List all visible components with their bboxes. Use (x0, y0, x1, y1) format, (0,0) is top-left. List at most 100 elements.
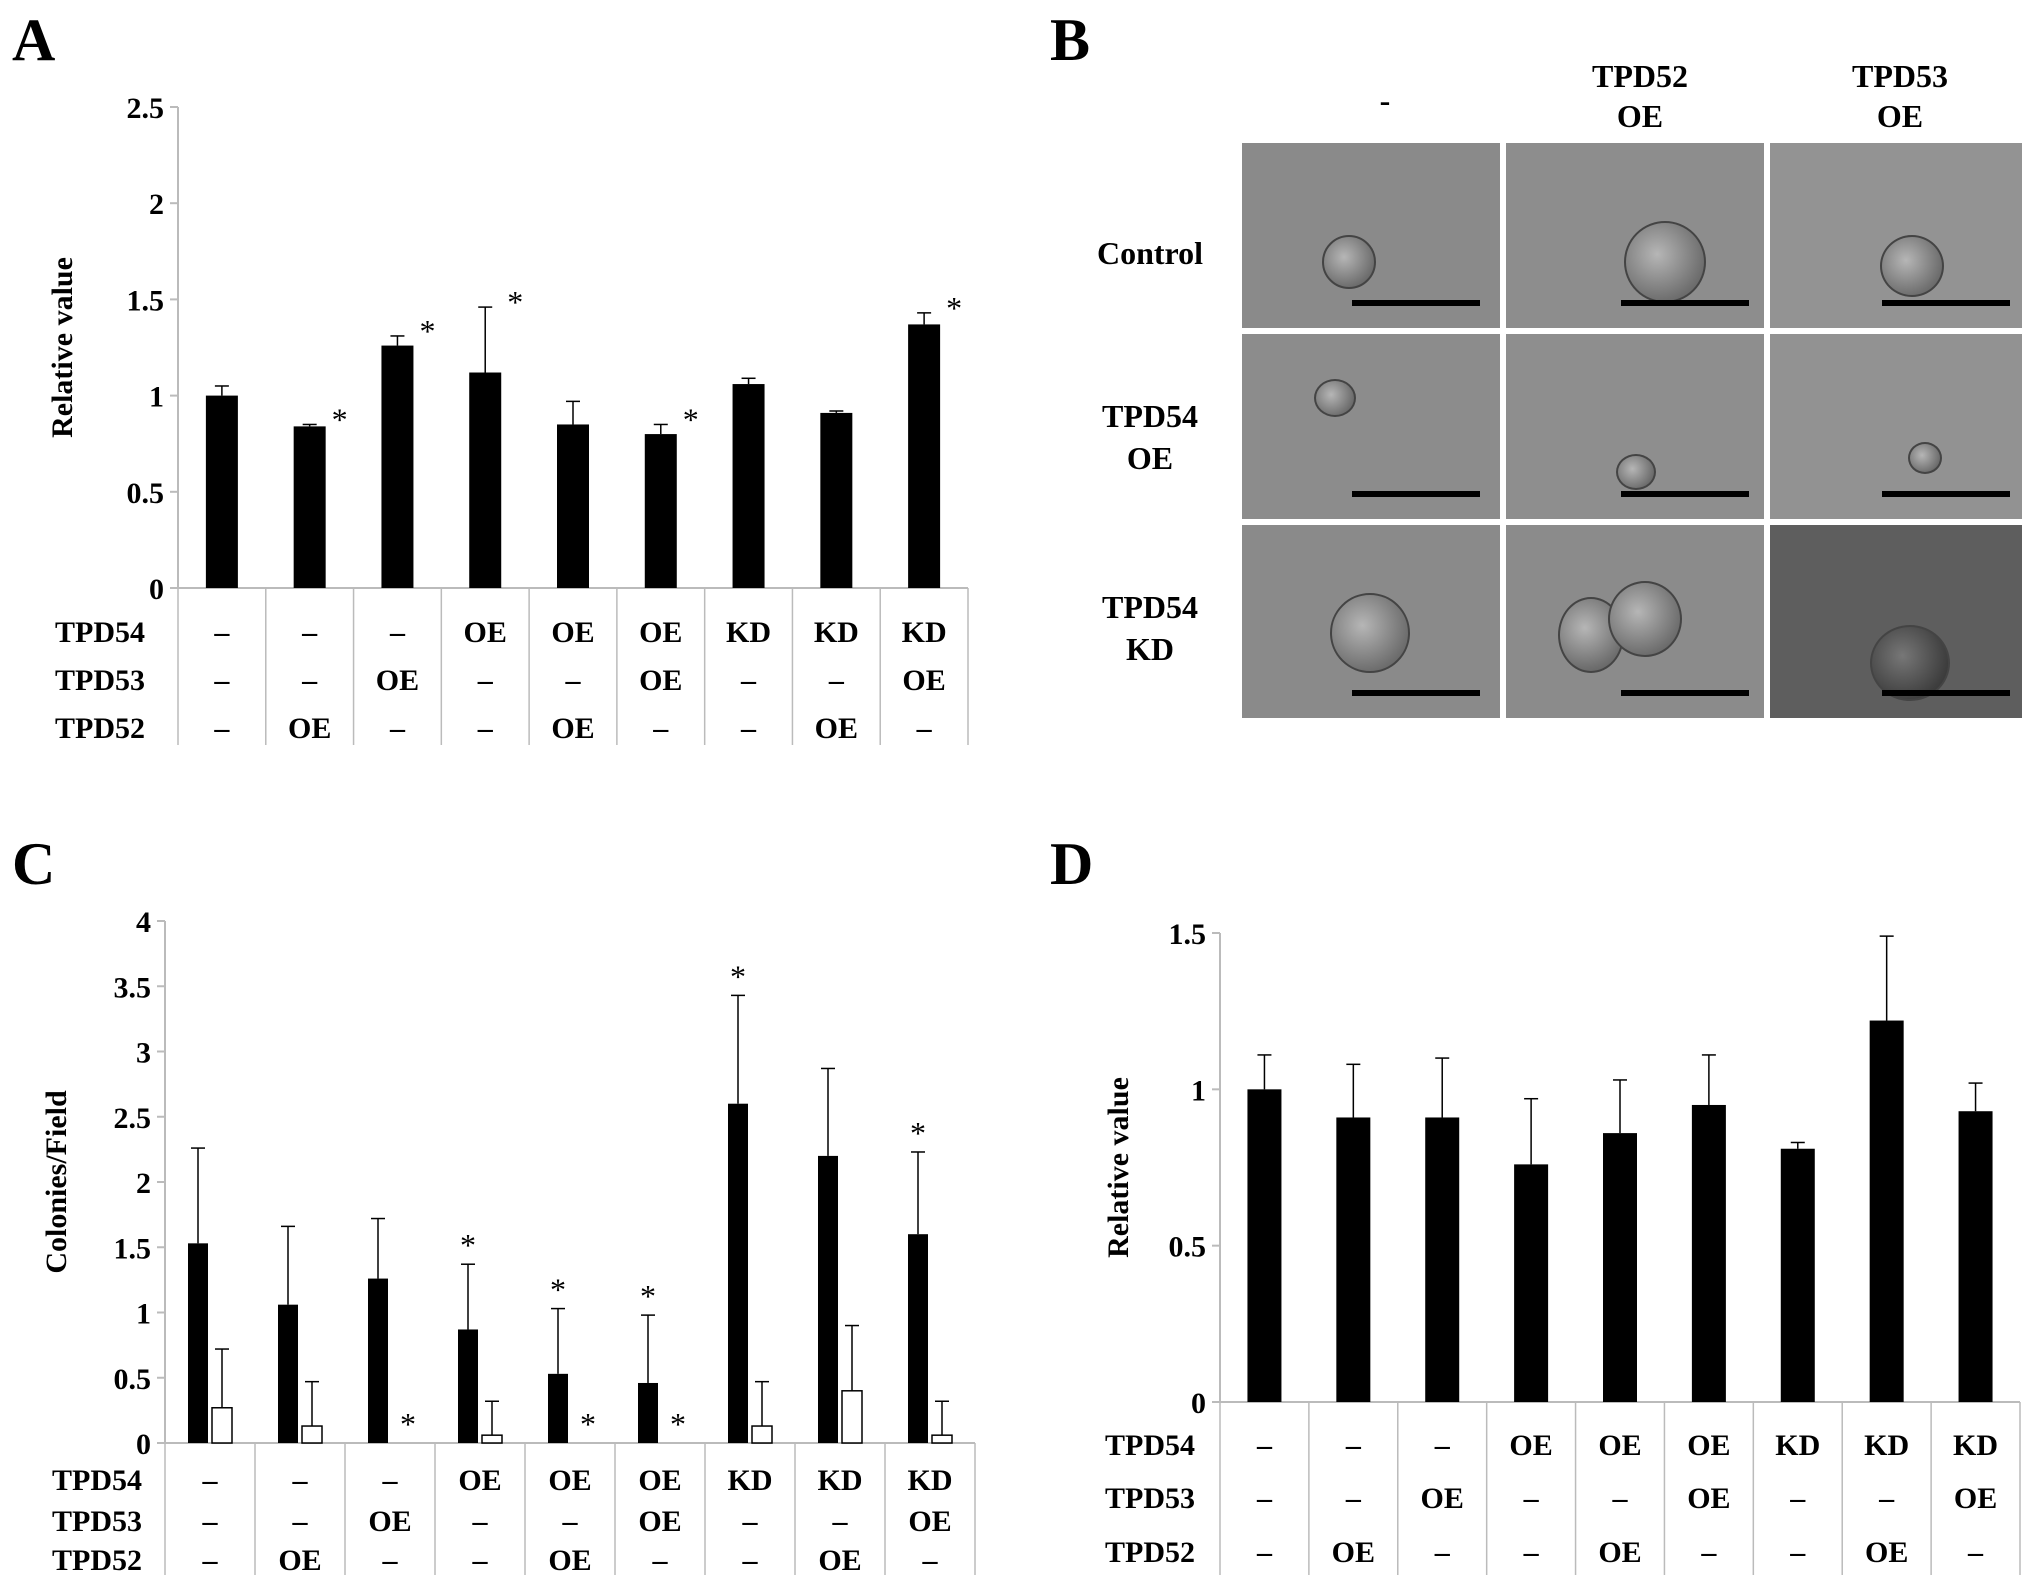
bar (908, 1234, 928, 1443)
bar (1869, 1020, 1904, 1402)
condition-row-name-tpd53: TPD53 (52, 1505, 142, 1538)
condition-cell: – (389, 616, 406, 649)
y-tick-label: 1.5 (127, 284, 165, 317)
condition-cell: – (213, 616, 230, 649)
scale-bar (1621, 300, 1749, 306)
bar (820, 412, 853, 588)
condition-cell: OE (902, 664, 945, 697)
condition-cell: KD (908, 1464, 953, 1497)
colony (1880, 235, 1944, 297)
colony (1870, 625, 1950, 701)
y-tick-label: 4 (136, 906, 151, 939)
y-tick-label: 0.5 (127, 477, 165, 510)
condition-cell: OE (368, 1505, 411, 1538)
condition-cell: – (202, 1464, 219, 1497)
y-tick-label: 3 (136, 1037, 151, 1070)
micrograph-grid (1242, 143, 2022, 718)
condition-cell: – (213, 712, 230, 745)
condition-cell: – (202, 1505, 219, 1538)
significance-star: * (640, 1278, 656, 1314)
micrograph-tpd54kd-vector (1242, 525, 1500, 718)
condition-cell: – (652, 712, 669, 745)
significance-star: * (550, 1272, 566, 1308)
condition-cell: – (472, 1505, 489, 1538)
bar (469, 372, 502, 588)
condition-cell: KD (818, 1464, 863, 1497)
y-tick-label: 2 (136, 1167, 151, 1200)
panel-label-b: B (1050, 7, 1091, 73)
condition-cell: OE (638, 1505, 681, 1538)
condition-cell: – (477, 712, 494, 745)
y-tick-label: 1.5 (114, 1232, 152, 1265)
condition-cell: – (292, 1505, 309, 1538)
condition-cell: OE (464, 616, 507, 649)
bar (1425, 1117, 1460, 1402)
condition-cell: OE (458, 1464, 501, 1497)
condition-cell: OE (1954, 1482, 1997, 1515)
colony (1330, 593, 1410, 673)
micrograph-control-tpd53-oe (1770, 143, 2022, 328)
colony (1314, 379, 1356, 417)
significance-star: * (683, 401, 699, 437)
condition-cell: KD (902, 616, 947, 649)
condition-cell: – (916, 712, 933, 745)
condition-cell: OE (1509, 1429, 1552, 1462)
bar (1514, 1164, 1549, 1402)
condition-cell: – (652, 1544, 669, 1577)
bar (728, 1103, 748, 1443)
condition-row-name-tpd54: TPD54 (1105, 1429, 1195, 1462)
bar (732, 384, 765, 588)
bar (293, 426, 326, 588)
bar (1780, 1148, 1815, 1402)
condition-cell: – (382, 1464, 399, 1497)
micrograph-tpd54oe-tpd52-oe (1506, 334, 1764, 519)
significance-star: * (946, 290, 962, 326)
significance-star: * (400, 1406, 416, 1442)
condition-cell: OE (1598, 1429, 1641, 1462)
significance-star: * (332, 401, 348, 437)
scale-bar (1621, 491, 1749, 497)
y-tick-label: 1 (1191, 1074, 1206, 1107)
col-header-control: - (1379, 82, 1391, 118)
chart-c: 0 0.5 1 1.5 2 2.5 3 3.5 4 Colonies/Field TPD54 – – – O… (40, 906, 976, 1577)
micrograph-control-tpd52-oe (1506, 143, 1764, 328)
condition-row-name-tpd54: TPD54 (55, 616, 145, 649)
condition-cell: – (1612, 1482, 1629, 1515)
y-tick-label: 1.5 (1169, 918, 1207, 951)
condition-cell: – (1256, 1482, 1273, 1515)
condition-cell: – (742, 1505, 759, 1538)
col-header-tpd53-oe: TPD53 OE (1852, 58, 1948, 134)
condition-cell: OE (551, 616, 594, 649)
y-tick-label: 0.5 (1169, 1231, 1207, 1264)
condition-cell: OE (288, 712, 331, 745)
condition-cell: – (1523, 1482, 1540, 1515)
y-axis-title: Relative value (1102, 1077, 1135, 1258)
bar (1603, 1133, 1637, 1402)
condition-cell: – (1434, 1429, 1451, 1462)
significance-star: * (419, 313, 435, 349)
y-tick-label: 1 (136, 1298, 151, 1331)
bar (278, 1304, 298, 1443)
condition-row-name-tpd52: TPD52 (52, 1544, 142, 1577)
bar (1247, 1089, 1282, 1402)
condition-cell: KD (814, 616, 859, 649)
condition-cell: KD (1953, 1429, 1998, 1462)
bar (644, 434, 677, 588)
condition-cell: – (1256, 1536, 1273, 1569)
bar (1336, 1117, 1371, 1402)
y-tick-label: 0 (136, 1428, 151, 1461)
condition-cell: OE (376, 664, 419, 697)
bar (188, 1243, 208, 1443)
y-axis-title: Relative value (46, 257, 79, 438)
condition-cell: OE (1687, 1429, 1730, 1462)
condition-cell: – (740, 712, 757, 745)
colony (1908, 442, 1942, 474)
bar (908, 324, 941, 588)
condition-cell: – (301, 664, 318, 697)
colony (1624, 221, 1706, 303)
colony (1616, 454, 1656, 490)
condition-cell: – (1878, 1482, 1895, 1515)
scale-bar (1882, 491, 2010, 497)
condition-cell: – (1967, 1536, 1984, 1569)
scale-bar (1882, 300, 2010, 306)
